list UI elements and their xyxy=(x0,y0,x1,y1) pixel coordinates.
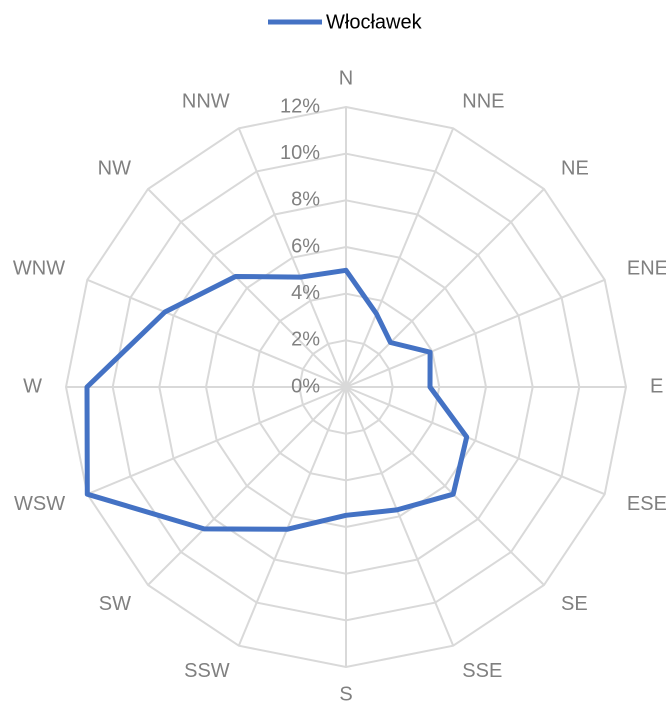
spoke xyxy=(147,188,347,388)
category-label: SW xyxy=(99,593,131,615)
y-tick-label: 0% xyxy=(291,375,320,397)
y-tick-label: 10% xyxy=(280,142,320,164)
y-tick-label: 4% xyxy=(291,282,320,304)
category-label: E xyxy=(650,375,663,397)
y-tick-label: 12% xyxy=(280,95,320,117)
series-line xyxy=(84,267,470,532)
spoke xyxy=(345,188,545,388)
spoke xyxy=(86,386,347,496)
category-label: N xyxy=(339,67,353,89)
category-label: NW xyxy=(98,157,131,179)
spoke xyxy=(345,386,545,586)
y-tick-label: 2% xyxy=(291,329,320,351)
spoke xyxy=(237,386,347,647)
category-label: WSW xyxy=(14,493,65,515)
category-label: W xyxy=(23,375,42,397)
legend-text: Włocławek xyxy=(326,11,423,33)
category-label: SSE xyxy=(462,660,502,682)
category-label: S xyxy=(339,683,352,702)
y-tick-label: 6% xyxy=(291,235,320,257)
spoke xyxy=(86,278,347,388)
y-tick-label: 8% xyxy=(291,189,320,211)
category-label: ESE xyxy=(627,493,666,515)
spoke xyxy=(237,127,347,388)
category-label: WNW xyxy=(13,257,65,279)
category-label: ENE xyxy=(627,257,666,279)
spoke xyxy=(345,127,455,388)
spoke xyxy=(147,386,347,586)
category-label: SSW xyxy=(184,660,230,682)
category-label: NNE xyxy=(462,91,504,113)
spoke xyxy=(345,278,606,388)
spoke xyxy=(345,386,606,496)
category-label: NE xyxy=(561,157,589,179)
category-label: NNW xyxy=(182,91,230,113)
category-label: SE xyxy=(561,593,588,615)
spoke xyxy=(345,386,455,647)
